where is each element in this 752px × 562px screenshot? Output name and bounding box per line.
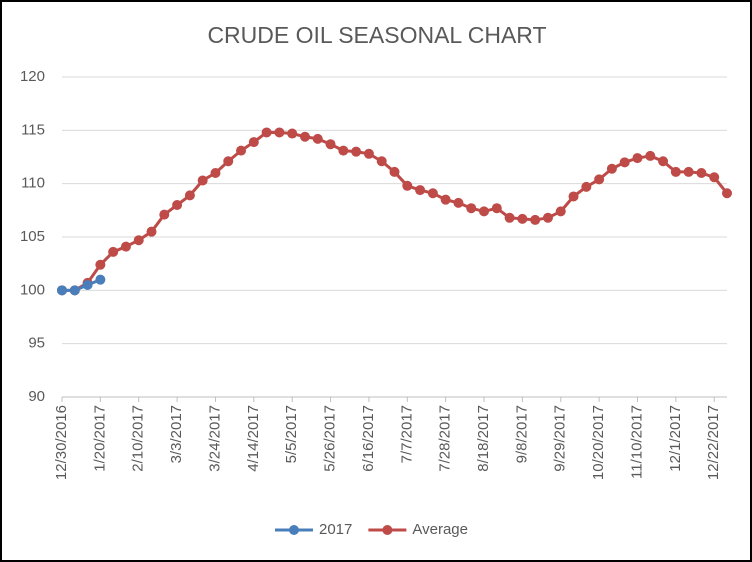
y-tick-label: 115: [21, 121, 45, 138]
series-marker: [491, 203, 502, 214]
series-marker: [261, 127, 272, 138]
series-marker: [530, 214, 541, 225]
y-tick-label: 100: [20, 281, 45, 298]
x-tick-label: 5/26/2017: [322, 405, 339, 472]
series-marker: [645, 150, 656, 161]
legend-marker: [382, 525, 393, 535]
legend-label: 2017: [319, 521, 352, 538]
x-tick-label: 6/16/2017: [360, 405, 377, 472]
series-marker: [57, 285, 67, 296]
series-marker: [658, 156, 669, 167]
series-marker: [568, 191, 579, 202]
series-marker: [440, 194, 451, 205]
y-tick-label: 120: [20, 68, 45, 85]
series-marker: [542, 212, 553, 223]
series-marker: [696, 168, 707, 178]
series-marker: [82, 280, 93, 290]
series-marker: [427, 188, 438, 199]
chart-title: CRUDE OIL SEASONAL CHART: [207, 22, 546, 48]
x-tick-label: 7/28/2017: [437, 405, 454, 472]
series-marker: [479, 206, 490, 217]
series-marker: [376, 156, 387, 167]
series-marker: [95, 259, 106, 270]
series-marker: [504, 212, 515, 223]
y-tick-label: 110: [21, 175, 45, 192]
series-marker: [108, 246, 119, 257]
series-marker: [415, 185, 426, 196]
x-tick-label: 3/24/2017: [206, 405, 223, 472]
x-tick-label: 2/10/2017: [130, 405, 147, 472]
series-marker: [683, 166, 694, 177]
series-marker: [466, 203, 477, 214]
series-marker: [299, 131, 310, 142]
series-marker: [709, 172, 720, 183]
series-marker: [274, 127, 285, 138]
legend-marker: [289, 525, 299, 535]
series-marker: [517, 213, 528, 224]
series-marker: [581, 181, 592, 192]
series-marker: [453, 197, 464, 208]
x-tick-label: 4/14/2017: [245, 405, 262, 472]
series-marker: [351, 146, 362, 157]
series-marker: [325, 139, 336, 150]
series-marker: [95, 274, 106, 285]
series-marker: [632, 153, 643, 164]
series-marker: [184, 190, 195, 201]
series-marker: [223, 156, 234, 167]
series-marker: [363, 148, 374, 159]
x-tick-label: 9/29/2017: [552, 405, 569, 472]
series-marker: [389, 166, 400, 177]
x-tick-label: 12/30/2016: [53, 405, 70, 480]
x-tick-label: 3/3/2017: [168, 405, 185, 463]
y-tick-label: 95: [28, 335, 45, 352]
series-marker: [197, 175, 208, 186]
series-marker: [146, 226, 157, 237]
series-marker: [69, 285, 80, 296]
series-marker: [606, 163, 617, 174]
x-tick-label: 5/5/2017: [283, 405, 300, 463]
x-tick-label: 12/22/2017: [705, 405, 722, 480]
series-marker: [133, 235, 144, 246]
x-tick-label: 1/20/2017: [91, 405, 108, 472]
series-marker: [555, 206, 566, 217]
legend-label: Average: [412, 521, 468, 538]
series-marker: [210, 168, 221, 178]
series-marker: [120, 241, 131, 252]
series-marker: [236, 145, 247, 156]
series-marker: [312, 133, 323, 144]
y-tick-label: 90: [28, 388, 45, 405]
series-marker: [722, 188, 732, 199]
series-marker: [248, 137, 259, 148]
series-marker: [594, 174, 605, 185]
x-tick-label: 12/1/2017: [667, 405, 684, 472]
series-marker: [159, 209, 170, 220]
x-tick-label: 11/10/2017: [628, 405, 645, 479]
series-marker: [402, 180, 413, 191]
series-marker: [172, 200, 183, 210]
x-tick-label: 10/20/2017: [590, 405, 607, 480]
series-line: [62, 278, 101, 292]
y-tick-label: 105: [20, 228, 45, 245]
x-tick-label: 8/18/2017: [475, 405, 492, 472]
series-marker: [338, 145, 349, 156]
series-marker: [670, 166, 681, 177]
x-tick-label: 7/7/2017: [398, 405, 415, 463]
x-tick-label: 9/8/2017: [513, 405, 530, 463]
series-marker: [287, 128, 298, 139]
series-marker: [619, 157, 630, 168]
